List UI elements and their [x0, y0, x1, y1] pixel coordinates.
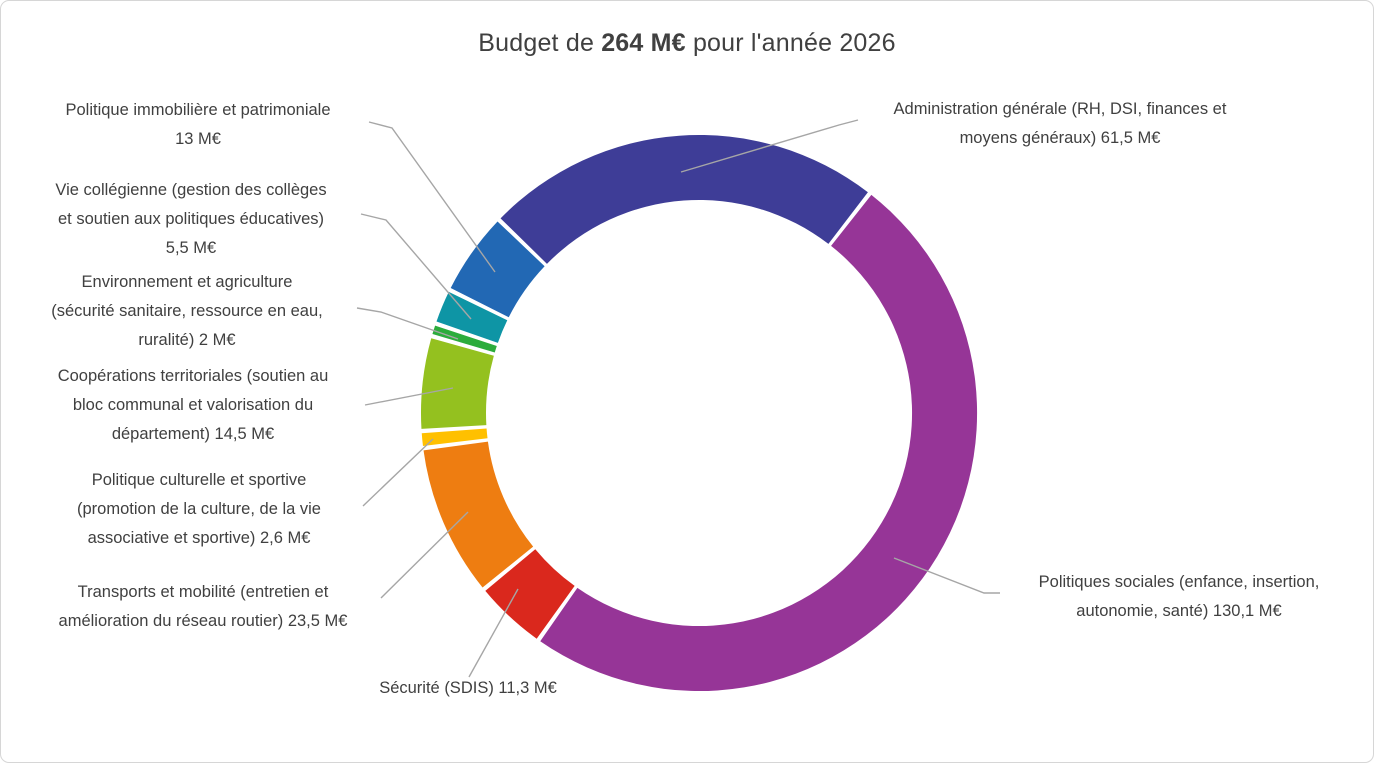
callout-politique-culturelle: Politique culturelle et sportive (promoti…	[29, 466, 369, 553]
donut-slice-cooperations[interactable]	[420, 338, 494, 429]
callout-securite: Sécurité (SDIS) 11,3 M€	[353, 674, 583, 703]
donut-slice-transports[interactable]	[423, 441, 534, 588]
callout-line: Sécurité (SDIS) 11,3 M€	[379, 679, 557, 697]
callout-transports: Transports et mobilité (entretien et amél…	[23, 578, 383, 636]
callout-line: Coopérations territoriales (soutien au	[57, 367, 329, 385]
callout-line: et soutien aux politiques éducatives)	[58, 210, 324, 228]
callout-line: amélioration du réseau routier) 23,5 M€	[58, 612, 348, 630]
callout-line: ruralité) 2 M€	[138, 331, 236, 349]
chart-title-amount: 264 M€	[601, 29, 686, 57]
donut-slice-vie-collegienne[interactable]	[436, 291, 508, 343]
callout-line: (promotion de la culture, de la vie	[77, 500, 321, 518]
callout-line: département) 14,5 M€	[111, 425, 275, 443]
callout-line: Vie collégienne (gestion des collèges	[55, 181, 327, 199]
donut-slice-securite[interactable]	[485, 549, 575, 639]
callout-line: Environnement et agriculture	[81, 273, 293, 291]
callout-line: Transports et mobilité (entretien et	[77, 583, 329, 601]
donut-slice-sociales[interactable]	[540, 194, 978, 692]
donut-slice-culturelle[interactable]	[421, 428, 488, 447]
donut-slice-immobiliere[interactable]	[450, 221, 545, 318]
callout-politiques-sociales: Politiques sociales (enfance, insertion,…	[989, 568, 1369, 626]
leader-line-vie-collegienne	[360, 213, 472, 320]
chart-title: Budget de 264 M€ pour l'année 2026	[1, 29, 1373, 58]
callout-environnement: Environnement et agriculture (sécurité sa…	[13, 268, 361, 355]
callout-line: moyens généraux) 61,5 M€	[959, 129, 1161, 147]
callout-line: (sécurité sanitaire, ressource en eau,	[51, 302, 323, 320]
leader-line-transports	[380, 511, 469, 599]
callout-politique-immobiliere: Politique immobilière et patrimoniale 13 …	[23, 96, 373, 154]
chart-title-suffix: pour l'année 2026	[685, 29, 896, 57]
callout-line: Politique culturelle et sportive	[91, 471, 307, 489]
callout-line: bloc communal et valorisation du	[72, 396, 314, 414]
callout-line: associative et sportive) 2,6 M€	[87, 529, 311, 547]
leader-line-administration	[680, 119, 859, 173]
callout-line: Administration générale (RH, DSI, financ…	[893, 100, 1227, 118]
donut-slice-administration[interactable]	[500, 135, 868, 264]
leader-line-sociales	[893, 557, 1000, 594]
callout-line: Politique immobilière et patrimoniale	[65, 101, 331, 119]
leader-line-cooperations	[364, 387, 454, 406]
chart-title-prefix: Budget de	[478, 29, 602, 57]
callout-administration: Administration générale (RH, DSI, financ…	[836, 95, 1284, 153]
leader-line-immobiliere	[368, 121, 496, 273]
callout-line: autonomie, santé) 130,1 M€	[1076, 602, 1282, 620]
leader-line-culturelle	[362, 438, 434, 507]
donut-slice-environnement[interactable]	[432, 325, 497, 353]
leader-line-securite	[468, 588, 519, 678]
callout-line: 5,5 M€	[165, 239, 217, 257]
callout-vie-collegienne: Vie collégienne (gestion des collèges et …	[16, 176, 366, 263]
callout-line: 13 M€	[175, 130, 221, 148]
callout-cooperations: Coopérations territoriales (soutien au bl…	[19, 362, 367, 449]
leader-line-environnement	[356, 307, 459, 340]
callout-line: Politiques sociales (enfance, insertion,	[1038, 573, 1320, 591]
